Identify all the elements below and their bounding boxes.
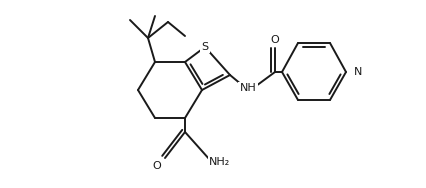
Text: O: O bbox=[271, 35, 279, 45]
Text: O: O bbox=[153, 161, 161, 171]
Text: N: N bbox=[354, 67, 362, 77]
Text: NH₂: NH₂ bbox=[209, 157, 230, 167]
Text: S: S bbox=[201, 42, 209, 52]
Text: NH: NH bbox=[239, 83, 256, 93]
